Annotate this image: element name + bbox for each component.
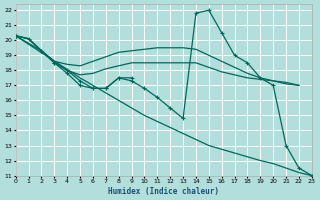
X-axis label: Humidex (Indice chaleur): Humidex (Indice chaleur) [108,187,219,196]
